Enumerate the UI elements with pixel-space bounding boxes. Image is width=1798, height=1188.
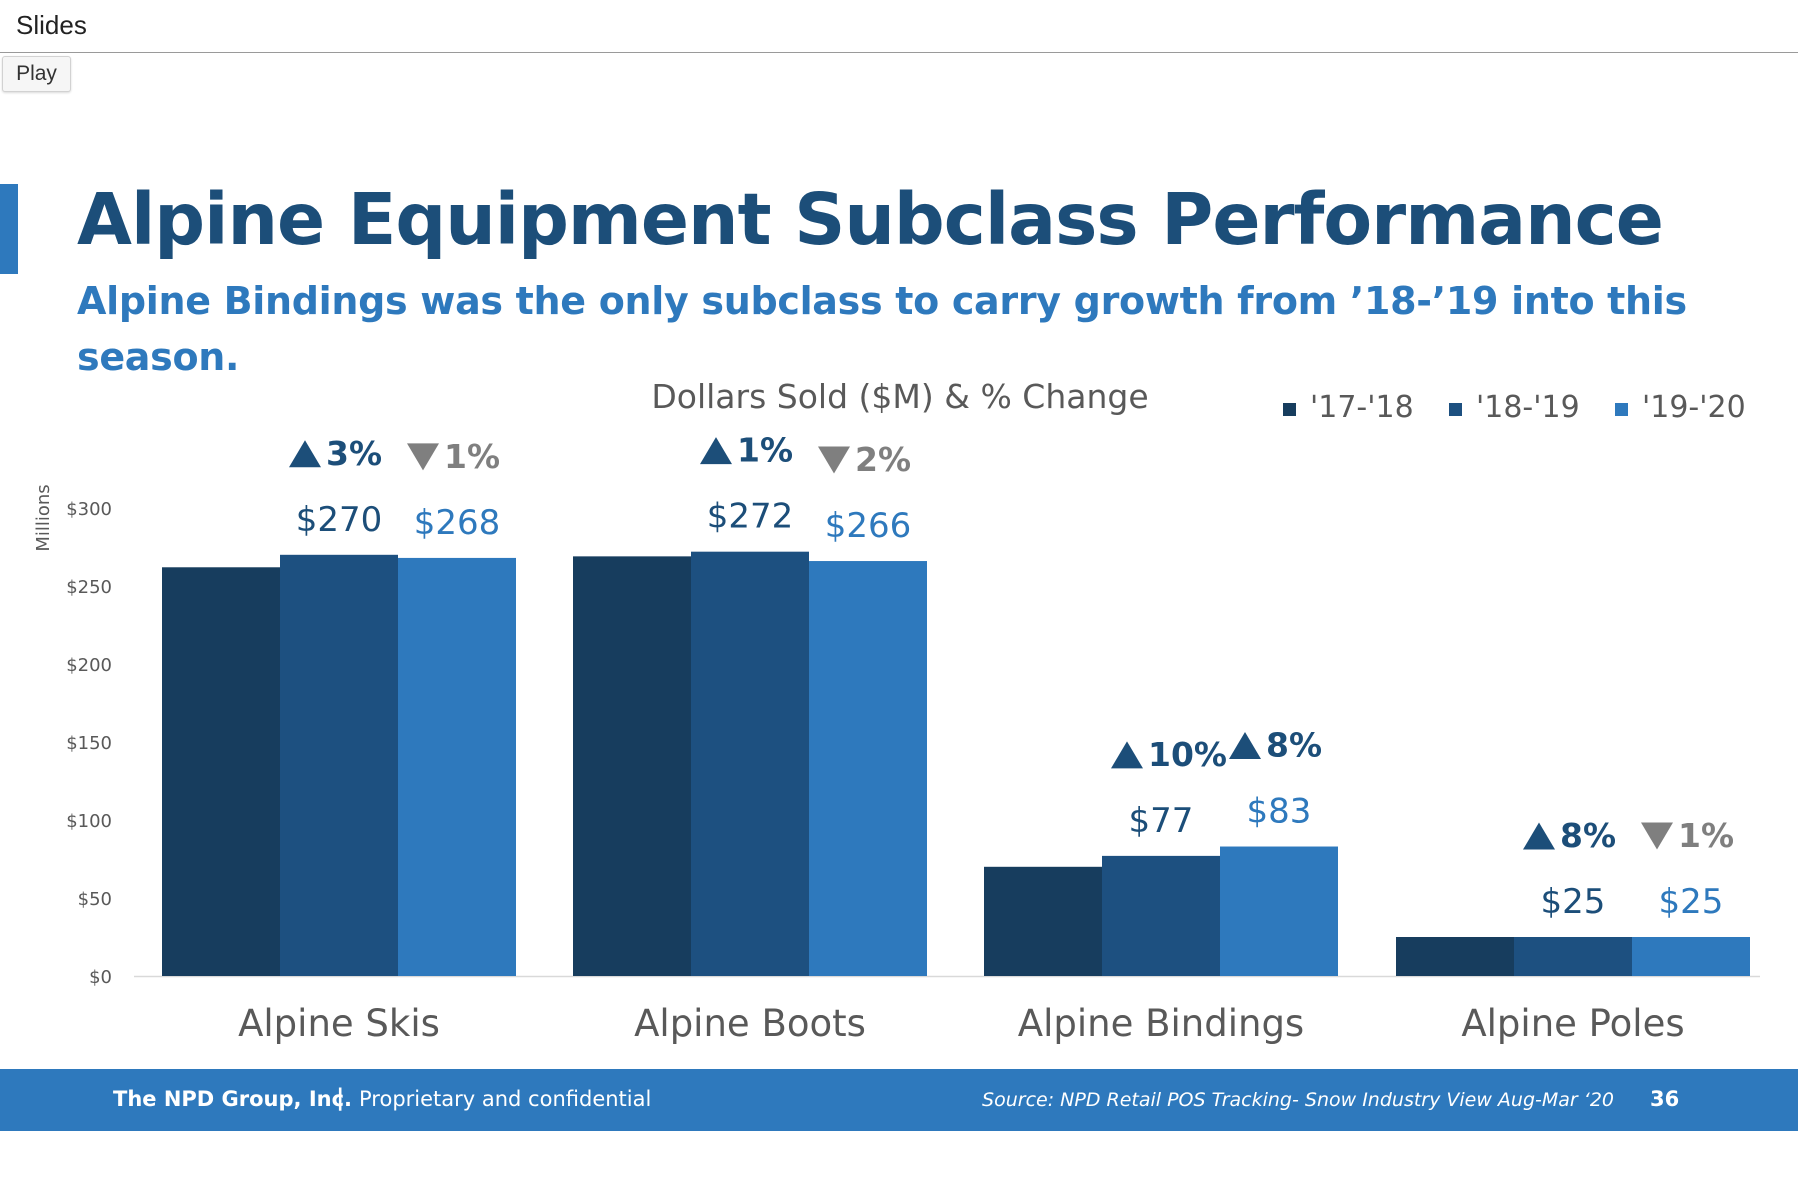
pct-change-label: 3% <box>326 434 382 473</box>
pct-change-label: 1% <box>737 431 793 470</box>
slide: Alpine Equipment Subclass Performance Al… <box>0 110 1798 1145</box>
pct-change-label: 1% <box>1678 816 1734 855</box>
bar <box>280 554 398 976</box>
data-label: $272 <box>707 497 794 537</box>
triangle-up-icon <box>1523 822 1555 850</box>
triangle-up-icon <box>289 440 321 468</box>
legend-swatch <box>1283 403 1296 416</box>
data-label: $25 <box>1541 882 1606 922</box>
bar <box>691 551 809 976</box>
slide-footer: The NPD Group, Inc. | Proprietary and co… <box>0 1069 1798 1131</box>
pct-change-label: 8% <box>1560 816 1616 855</box>
y-axis-label: Millions <box>33 484 54 551</box>
y-tick-label: $50 <box>78 889 112 910</box>
bar <box>573 556 691 976</box>
category-label: Alpine Boots <box>634 1002 866 1045</box>
slide-subtitle: Alpine Bindings was the only subclass to… <box>77 279 1687 379</box>
triangle-down-icon <box>1641 822 1673 850</box>
bar-chart: Dollars Sold ($M) & % Change Millions $0 $5… <box>33 377 1760 1045</box>
category-label: Alpine Bindings <box>1018 1002 1304 1045</box>
y-tick-label: $100 <box>66 811 112 832</box>
bar <box>1102 855 1220 976</box>
app-toolbar: Slides <box>0 0 1798 53</box>
data-label: $270 <box>296 500 383 540</box>
category-label: Alpine Poles <box>1461 1002 1684 1045</box>
y-tick-label: $300 <box>66 499 112 520</box>
triangle-up-icon <box>700 437 732 465</box>
footer-company: The NPD Group, Inc. <box>113 1087 353 1111</box>
title-accent-bar <box>0 184 18 274</box>
bar <box>984 866 1102 976</box>
pct-change-label: 1% <box>444 437 500 476</box>
play-button[interactable]: Play <box>2 56 71 92</box>
category-label: Alpine Skis <box>238 1002 440 1045</box>
chart-title: Dollars Sold ($M) & % Change <box>651 377 1148 416</box>
pct-change-label: 8% <box>1266 726 1322 765</box>
page-number: 36 <box>1650 1087 1680 1111</box>
bar <box>1220 846 1338 976</box>
footer-confidential: Proprietary and confidential <box>359 1087 652 1111</box>
y-tick-label: $250 <box>66 577 112 598</box>
legend-label: '18-'19 <box>1476 390 1580 425</box>
data-label: $266 <box>825 506 912 546</box>
bar <box>1514 937 1632 976</box>
pct-change-label: 2% <box>855 440 911 479</box>
bar <box>1396 937 1514 976</box>
app-title: Slides <box>16 10 87 40</box>
bar <box>1632 937 1750 976</box>
data-label: $77 <box>1129 801 1194 841</box>
data-label: $25 <box>1659 882 1724 922</box>
legend-swatch <box>1615 403 1628 416</box>
y-tick-label: $0 <box>89 967 112 988</box>
data-label: $268 <box>414 503 501 543</box>
bar <box>809 561 927 976</box>
pct-change-label: 10% <box>1148 735 1227 774</box>
footer-source: Source: NPD Retail POS Tracking- Snow In… <box>982 1089 1614 1111</box>
legend-swatch <box>1449 403 1462 416</box>
triangle-up-icon <box>1229 732 1261 760</box>
triangle-down-icon <box>818 446 850 474</box>
bar <box>398 557 516 976</box>
data-label: $83 <box>1247 792 1312 832</box>
y-tick-label: $200 <box>66 655 112 676</box>
triangle-down-icon <box>407 443 439 471</box>
bar <box>162 567 280 976</box>
legend-label: '17-'18 <box>1310 390 1414 425</box>
legend-label: '19-'20 <box>1642 390 1746 425</box>
footer-separator: | <box>336 1085 345 1111</box>
triangle-up-icon <box>1111 741 1143 769</box>
y-tick-label: $150 <box>66 733 112 754</box>
slide-title: Alpine Equipment Subclass Performance <box>77 178 1664 261</box>
